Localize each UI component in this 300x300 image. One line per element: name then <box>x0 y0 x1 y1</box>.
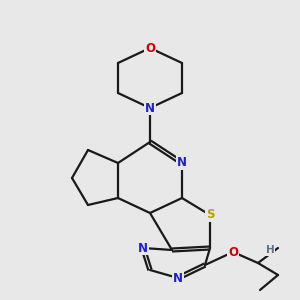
Text: S: S <box>206 208 214 221</box>
Text: O: O <box>228 245 238 259</box>
Text: N: N <box>173 272 183 284</box>
Text: N: N <box>145 101 155 115</box>
Text: O: O <box>145 41 155 55</box>
Text: N: N <box>177 157 187 169</box>
Text: H: H <box>266 245 274 255</box>
Text: N: N <box>138 242 148 254</box>
